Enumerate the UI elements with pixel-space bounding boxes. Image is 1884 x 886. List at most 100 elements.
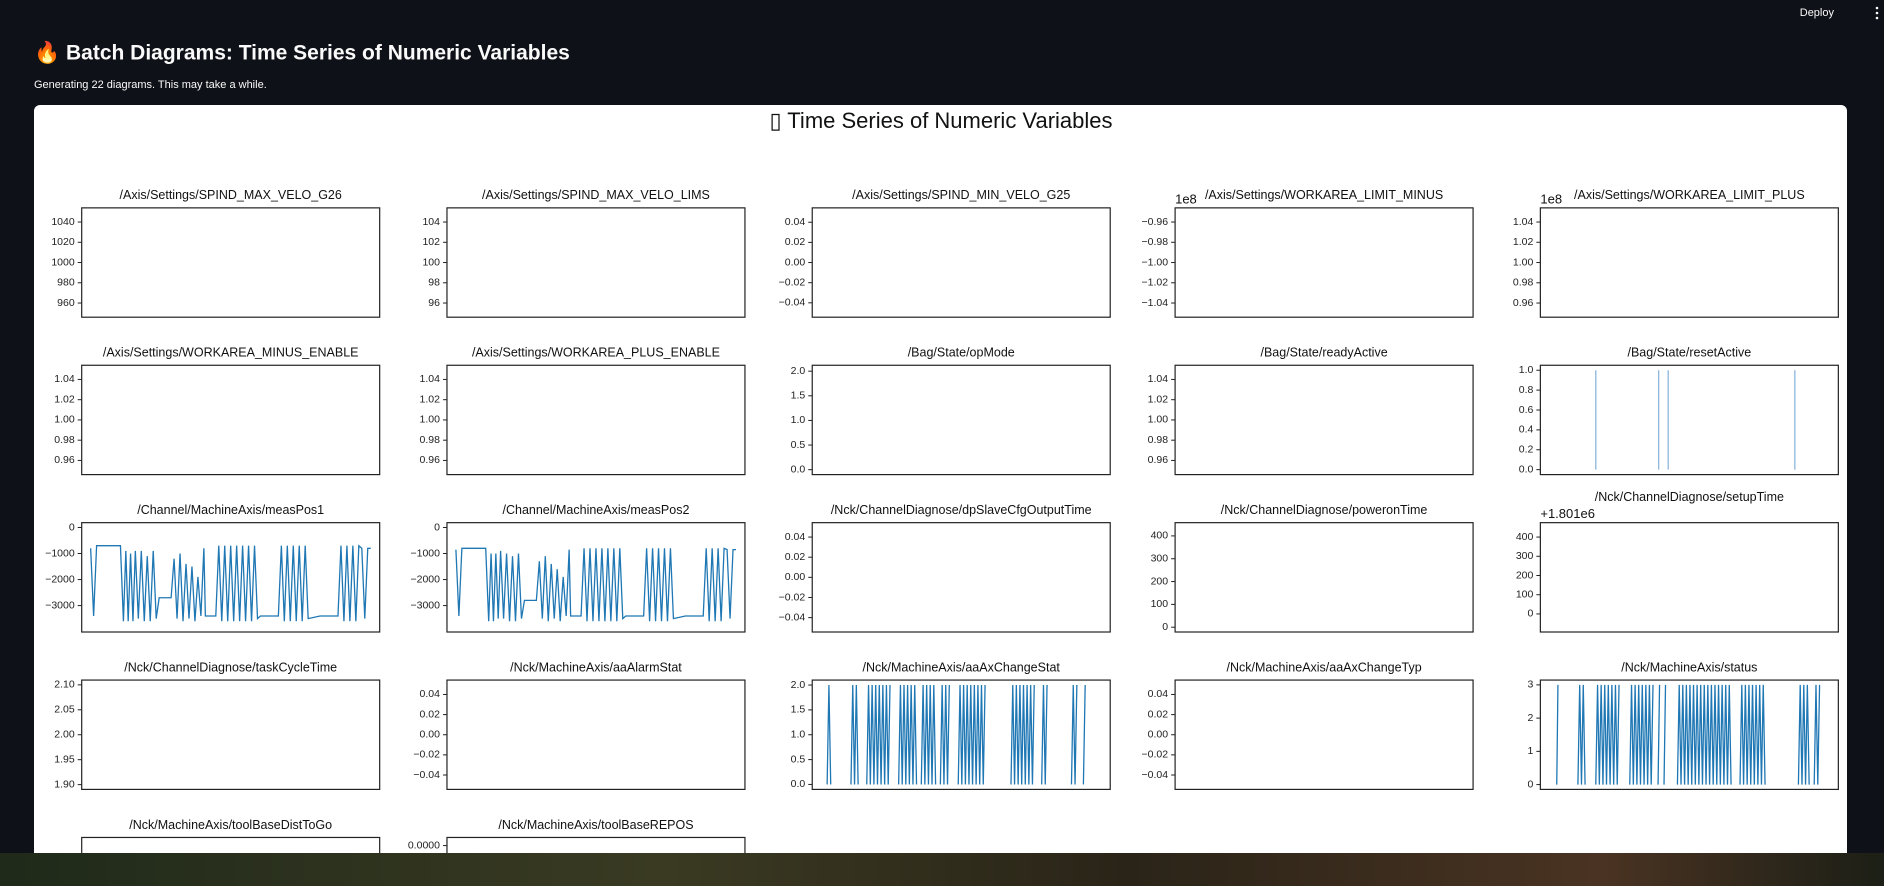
- subplot-title: /Bag/State/readyActive: [1261, 346, 1388, 360]
- plot-frame: [81, 836, 381, 853]
- y-tick-label: 2.0: [791, 679, 806, 691]
- y-tick-label: 96: [428, 297, 440, 309]
- page-title: 🔥 Batch Diagrams: Time Series of Numeric…: [34, 40, 570, 65]
- series-line: [1010, 685, 1035, 785]
- y-tick-label: 1.90: [54, 778, 75, 790]
- y-tick-label: 1.00: [420, 414, 441, 426]
- y-tick-label: 1.04: [1513, 216, 1534, 228]
- y-tick-label: 1.02: [1513, 236, 1534, 248]
- axis-offset-label: +1.801e6: [1540, 506, 1595, 521]
- subplot-title: /Nck/MachineAxis/toolBaseDistToGo: [129, 818, 332, 832]
- subplot: /Axis/Settings/WORKAREA_LIMIT_MINUS 1e8 −0…: [1142, 188, 1474, 318]
- y-tick-label: 0.00: [1148, 729, 1169, 741]
- y-tick-label: 1: [1528, 745, 1534, 757]
- subplot: /Nck/MachineAxis/toolBaseDistToGo: [81, 818, 381, 853]
- y-tick-label: −0.02: [779, 276, 806, 288]
- y-tick-label: 0.96: [420, 454, 441, 466]
- subplot: /Nck/MachineAxis/toolBaseREPOS 0.0000: [408, 818, 746, 853]
- y-tick-label: 1.5: [791, 390, 806, 402]
- y-tick-label: −3000: [45, 599, 75, 611]
- y-tick-label: 2.0: [791, 365, 806, 377]
- y-tick-label: 0.98: [420, 434, 441, 446]
- subplot-title: /Channel/MachineAxis/measPos2: [503, 503, 690, 517]
- subplot: /Bag/State/readyActive 1.04 1.02 1.00 0.98 0.…: [1148, 346, 1474, 476]
- plot-frame: [446, 836, 746, 853]
- y-tick-label: −0.96: [1142, 216, 1169, 228]
- y-tick-label: −1.02: [1142, 277, 1169, 289]
- subplot: /Axis/Settings/SPIND_MAX_VELO_G26 1040 102…: [51, 188, 381, 318]
- subplot: /Bag/State/resetActive 1.0 0.8 0.6 0.4 0.2 0.0: [1519, 346, 1839, 475]
- y-tick-label: 1.04: [54, 373, 75, 385]
- y-tick-label: 0.0: [1519, 463, 1534, 475]
- y-tick-label: −0.04: [1142, 769, 1169, 781]
- y-tick-label: 0.04: [785, 531, 806, 543]
- subplot-title: /Nck/MachineAxis/aaAxChangeStat: [863, 660, 1061, 674]
- y-tick-label: 0.02: [785, 236, 806, 248]
- y-tick-label: 0: [69, 521, 75, 533]
- subplot: /Channel/MachineAxis/measPos1 0 −1000 −2000…: [45, 503, 381, 633]
- page-subtitle: Generating 22 diagrams. This may take a …: [34, 79, 267, 91]
- subplot-title: /Bag/State/resetActive: [1628, 346, 1752, 360]
- subplot-title: /Axis/Settings/SPIND_MAX_VELO_G26: [120, 188, 342, 202]
- y-tick-label: 0.00: [785, 256, 806, 268]
- plot-frame: [81, 207, 381, 318]
- y-tick-label: 102: [422, 236, 440, 248]
- y-tick-label: 100: [1151, 598, 1169, 610]
- plot-frame: [1174, 679, 1474, 791]
- subplot-title: /Axis/Settings/WORKAREA_LIMIT_MINUS: [1205, 188, 1443, 202]
- y-tick-label: 2: [1528, 712, 1534, 724]
- y-tick-label: −0.04: [413, 769, 440, 781]
- subplot: /Nck/MachineAxis/aaAxChangeStat 2.0 1.5 1.0…: [791, 660, 1111, 790]
- figure-title: ▯ Time Series of Numeric Variables: [769, 108, 1112, 133]
- y-tick-label: 1.02: [420, 393, 441, 405]
- series-line: [89, 544, 371, 622]
- subplot-title: /Axis/Settings/WORKAREA_PLUS_ENABLE: [472, 346, 720, 360]
- plot-frame: [1539, 522, 1839, 633]
- plot-frame: [446, 679, 746, 791]
- y-tick-label: 0.6: [1519, 404, 1534, 416]
- y-tick-label: 1.04: [420, 373, 441, 385]
- y-tick-label: 1.95: [54, 753, 75, 765]
- y-tick-label: −0.02: [413, 749, 440, 761]
- subplot-title: /Axis/Settings/WORKAREA_MINUS_ENABLE: [103, 346, 359, 360]
- background-image-strip: [0, 853, 1884, 886]
- subplot: /Nck/MachineAxis/aaAlarmStat 0.04 0.02 0.00…: [413, 660, 746, 791]
- y-tick-label: 0: [1528, 778, 1534, 790]
- y-tick-label: −1.00: [1142, 256, 1169, 268]
- subplot: /Nck/ChannelDiagnose/dpSlaveCfgOutputTim…: [779, 503, 1111, 633]
- subplot-title: /Nck/MachineAxis/status: [1621, 660, 1757, 674]
- series-line: [1041, 685, 1048, 785]
- plot-frame: [446, 522, 746, 633]
- series-line: [939, 685, 950, 785]
- y-tick-label: 1.00: [1513, 256, 1534, 268]
- series-line: [1663, 684, 1667, 785]
- plot-frame: [811, 207, 1111, 318]
- menu-icon[interactable]: [1875, 6, 1879, 20]
- series-line: [1739, 684, 1766, 785]
- series-line: [920, 685, 937, 785]
- y-tick-label: 1040: [51, 216, 75, 228]
- y-tick-label: 0.96: [54, 454, 75, 466]
- plot-frame: [1539, 679, 1839, 791]
- y-tick-label: 0.4: [1519, 424, 1534, 436]
- subplot-title: /Nck/ChannelDiagnose/setupTime: [1595, 490, 1784, 504]
- y-tick-label: 1000: [51, 256, 75, 268]
- series-line: [1595, 684, 1620, 785]
- y-tick-label: 2.00: [54, 729, 75, 741]
- y-tick-label: 0.98: [1513, 277, 1534, 289]
- y-tick-label: 0.96: [1513, 297, 1534, 309]
- subplot-title: /Nck/MachineAxis/aaAlarmStat: [510, 660, 682, 674]
- plot-frame: [81, 679, 381, 791]
- subplot: /Nck/ChannelDiagnose/setupTime+1.801e6 40…: [1516, 490, 1839, 633]
- deploy-button[interactable]: Deploy: [1800, 7, 1835, 19]
- y-tick-label: 0.0: [791, 778, 806, 790]
- subplot: /Axis/Settings/SPIND_MAX_VELO_LIMS 104 102…: [422, 188, 746, 318]
- series-line: [850, 685, 859, 785]
- subplot-title: /Nck/ChannelDiagnose/dpSlaveCfgOutputTim…: [831, 503, 1092, 517]
- y-tick-label: 400: [1516, 531, 1534, 543]
- plot-frame: [1174, 364, 1474, 476]
- y-tick-label: 0.0000: [408, 839, 440, 851]
- y-tick-label: 0.5: [791, 439, 806, 451]
- subplot: /Axis/Settings/SPIND_MIN_VELO_G25 0.04 0.0…: [779, 188, 1111, 318]
